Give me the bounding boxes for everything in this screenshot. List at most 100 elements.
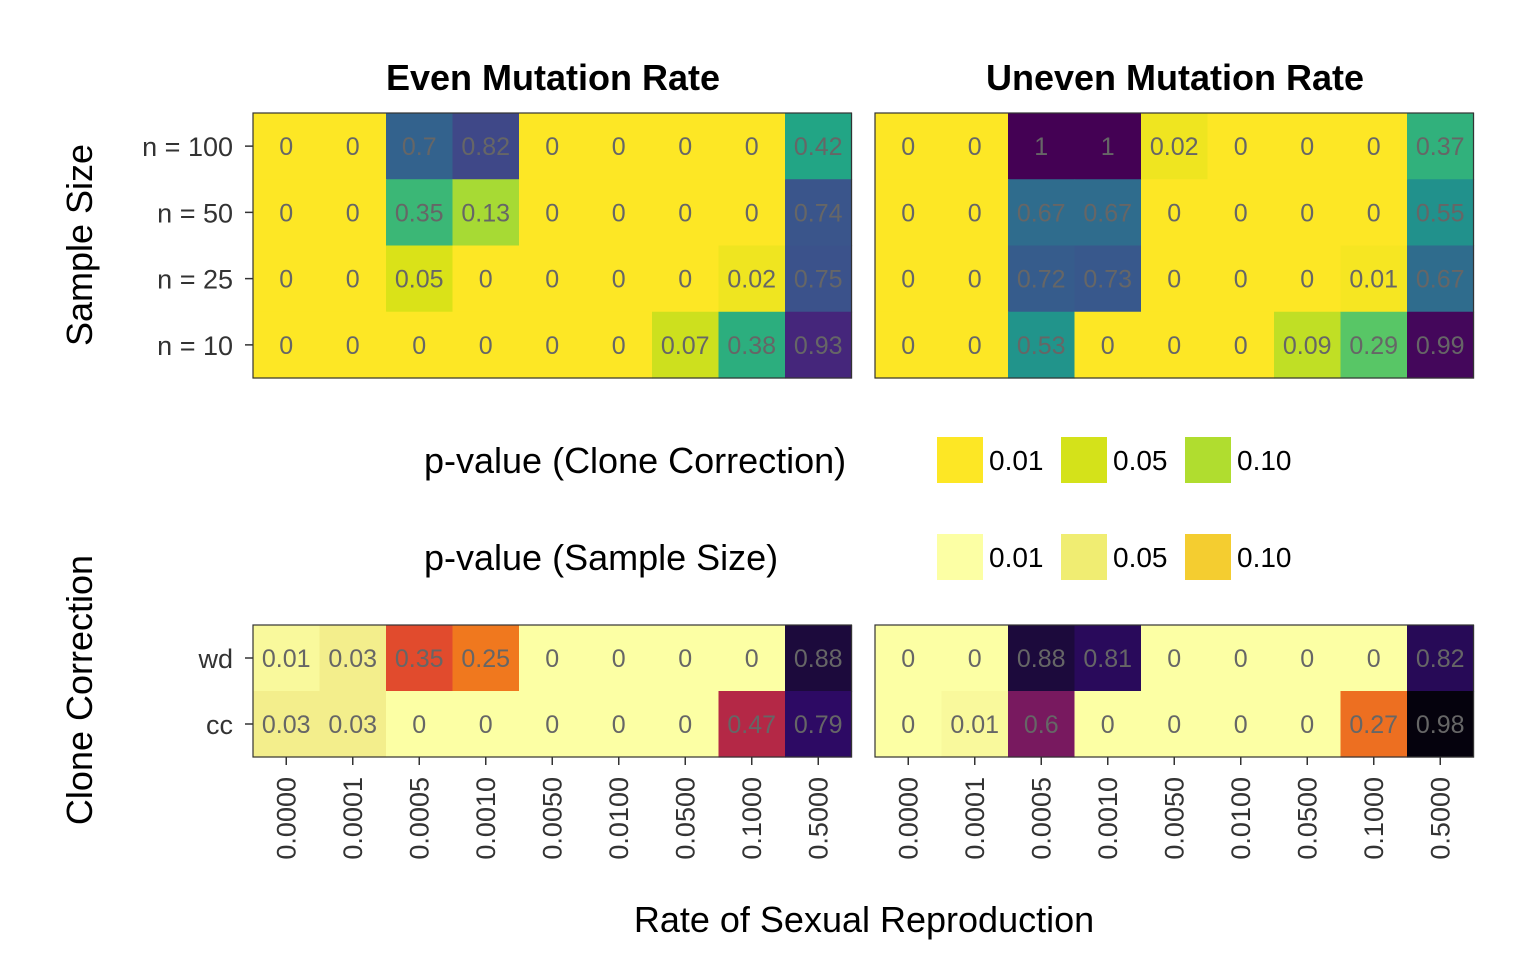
clone-correction-cell [1074, 691, 1142, 758]
clone-correction-cell [1141, 625, 1209, 692]
clone-correction-cell-label: 0.01 [262, 645, 311, 673]
clone-correction-cell-label: 0.88 [794, 645, 843, 673]
x-tick-label: 0.0100 [604, 777, 634, 860]
sample-size-cell-label: 0 [1300, 133, 1314, 161]
sample-size-cell [941, 179, 1009, 247]
sample-size-y-tick-label: n = 25 [157, 265, 233, 295]
sample-size-cell [652, 245, 720, 313]
sample-size-cell-label: 0 [678, 199, 692, 227]
sample-size-cell [718, 113, 786, 180]
sample-size-cell-label: 0 [1367, 133, 1381, 161]
sample-size-panel-2: 0 0 1 1 0.02 0 0 0 0.37 0 0 0.67 0.67 0 0 0 0 0.55 0 0 0.72 0… [874, 112, 1475, 379]
clone-correction-cell [253, 691, 321, 758]
x-tick-label: 0.5000 [803, 777, 833, 860]
clone-correction-cell [718, 691, 786, 758]
sample-size-cell-label: 0.01 [1349, 266, 1398, 294]
clone-correction-cell-label: 0 [968, 645, 982, 673]
sample-size-cell [1141, 245, 1209, 313]
sample-size-cell [253, 113, 321, 180]
sample-size-cell-label: 0 [901, 332, 915, 360]
sample-size-cell-label: 0.02 [1150, 133, 1199, 161]
legend-swatch [1185, 534, 1231, 580]
sample-size-cell-label: 0 [612, 199, 626, 227]
sample-size-cell [718, 311, 786, 379]
x-tick-label: 0.5000 [1425, 777, 1455, 860]
clone-correction-cell-label: 0 [1234, 711, 1248, 739]
sample-size-cell [1274, 179, 1342, 247]
sample-size-cell-label: 0 [545, 133, 559, 161]
x-tick-label: 0.0001 [960, 777, 990, 860]
clone-correction-cell-label: 0 [745, 645, 759, 673]
sample-size-cell-label: 0 [612, 266, 626, 294]
x-tick-label: 0.0000 [271, 777, 301, 860]
sample-size-cell-label: 0 [1101, 332, 1115, 360]
clone-correction-cell [875, 625, 943, 692]
sample-size-cell-label: 0 [346, 266, 360, 294]
x-tick-label: 0.0100 [1226, 777, 1256, 860]
sample-size-cell [1141, 179, 1209, 247]
sample-size-cell-label: 0.42 [794, 133, 843, 161]
clone-correction-cell-label: 0 [1300, 711, 1314, 739]
sample-size-cell [1008, 179, 1076, 247]
sample-size-cell-label: 0 [279, 332, 293, 360]
clone-correction-cell [386, 691, 454, 758]
sample-size-cell-label: 0.55 [1416, 199, 1465, 227]
sample-size-cell [319, 245, 387, 313]
sample-size-cell [319, 311, 387, 379]
sample-size-cell-label: 0.35 [395, 199, 444, 227]
sample-size-cell [253, 179, 321, 247]
sample-size-cell-label: 0.74 [794, 199, 843, 227]
sample-size-cell-label: 0 [346, 199, 360, 227]
sample-size-y-tick-label: n = 50 [157, 198, 233, 228]
clone-correction-cell-label: 0.35 [395, 645, 444, 673]
sample-size-cell [1274, 311, 1342, 379]
legend-title: p-value (Clone Correction) [424, 440, 846, 481]
clone-correction-cell-label: 0.25 [461, 645, 510, 673]
clone-correction-panel-1: 0.01 0.03 0.35 0.25 0 0 0 0 0.88 0.03 0.03 0 0 0 0 0 0.4… [252, 624, 853, 758]
sample-size-cell [875, 311, 943, 379]
sample-size-cell [452, 311, 520, 379]
clone-correction-y-tick-label: wd [197, 644, 233, 674]
clone-correction-cell-label: 0 [612, 645, 626, 673]
sample-size-cell [1407, 311, 1475, 379]
sample-size-cell [718, 179, 786, 247]
sample-size-cell-label: 0.13 [461, 199, 510, 227]
x-tick-label: 0.0010 [471, 777, 501, 860]
clone-correction-cell [519, 625, 587, 692]
sample-size-cell [1207, 311, 1275, 379]
sample-size-cell-label: 0 [612, 133, 626, 161]
clone-correction-cell-label: 0 [901, 711, 915, 739]
clone-correction-cell-label: 0.82 [1416, 645, 1465, 673]
x-tick-label: 0.0005 [404, 777, 434, 860]
sample-size-cell [1274, 113, 1342, 180]
sample-size-cell [386, 311, 454, 379]
sample-size-cell-label: 0.73 [1083, 266, 1132, 294]
clone-correction-cell [785, 691, 853, 758]
sample-size-cell-label: 0 [1367, 199, 1381, 227]
sample-size-cell [1207, 245, 1275, 313]
x-tick-label: 0.0500 [670, 777, 700, 860]
clone-correction-cell-label: 0 [1300, 645, 1314, 673]
sample-size-cell [1207, 113, 1275, 180]
clone-correction-panel-2: 0 0 0.88 0.81 0 0 0 0 0.82 0 0.01 0.6 0 0 0 0 0.27 0.98 [874, 624, 1475, 758]
sample-size-cell-label: 0 [1167, 332, 1181, 360]
sample-size-cell-label: 0.93 [794, 332, 843, 360]
clone-correction-cell-label: 0.03 [328, 645, 377, 673]
sample-size-cell-label: 0 [545, 266, 559, 294]
sample-size-cell [253, 311, 321, 379]
clone-correction-cell-label: 0.6 [1024, 711, 1059, 739]
sample-size-cell [452, 113, 520, 180]
sample-size-cell [319, 113, 387, 180]
facet-title-even: Even Mutation Rate [386, 57, 720, 98]
clone-correction-cell-label: 0 [1167, 711, 1181, 739]
sample-size-cell [1008, 113, 1076, 180]
legend-clone-correction: p-value (Clone Correction) 0.01 0.05 0.10 [424, 437, 1292, 483]
sample-size-cell [585, 245, 653, 313]
clone-correction-cell [941, 691, 1009, 758]
sample-size-cell [875, 245, 943, 313]
legend-sample-size: p-value (Sample Size) 0.01 0.05 0.10 [424, 534, 1292, 580]
sample-size-cell [1008, 311, 1076, 379]
clone-correction-cell [1274, 625, 1342, 692]
sample-size-cell-label: 0 [901, 199, 915, 227]
sample-size-cell-label: 0 [612, 332, 626, 360]
